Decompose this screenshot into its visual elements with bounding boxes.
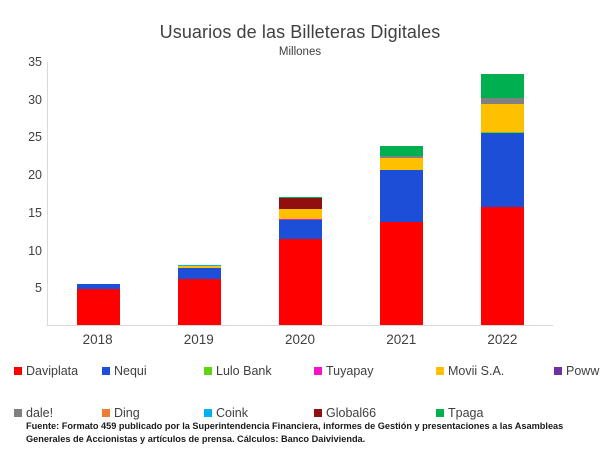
x-tick-label: 2020 <box>284 332 316 347</box>
x-tick-label: 2022 <box>487 332 518 347</box>
legend-label: Tuyapay <box>326 364 374 378</box>
legend-label: Daviplata <box>26 364 79 378</box>
bar-segment-movii-s-a[interactable] <box>279 208 322 219</box>
legend-item-ding[interactable]: Ding <box>102 406 140 420</box>
y-tick-label: 35 <box>28 55 42 69</box>
legend-swatch-icon <box>436 409 444 417</box>
bar-slot <box>149 62 250 325</box>
legend-swatch-icon <box>314 409 322 417</box>
y-tick-label: 20 <box>28 168 42 183</box>
bar-slot <box>351 62 452 325</box>
x-axis-labels: 2018 2019 2020 2021 2022 <box>47 332 553 356</box>
stacked-bar[interactable] <box>481 74 524 325</box>
bar-segment-dale[interactable] <box>380 156 423 158</box>
legend-item-tuyapay[interactable]: Tuyapay <box>314 364 373 378</box>
legend-label: Lulo Bank <box>216 364 272 378</box>
bar-segment-tpaga[interactable] <box>279 196 322 199</box>
legend-swatch-icon <box>314 367 322 375</box>
chart-subtitle: Millones <box>278 46 322 58</box>
y-tick-label: 10 <box>28 243 42 258</box>
y-axis-labels: 5 10 15 20 25 30 35 <box>0 0 42 455</box>
legend-swatch-icon <box>204 367 212 375</box>
y-tick-label: 30 <box>28 92 42 107</box>
legend-item-powwi[interactable]: Powwi <box>554 364 600 378</box>
legend-row: dale! Ding Coink Global66 Tpaga <box>14 385 589 420</box>
legend-label: Movii S.A. <box>448 364 505 378</box>
bar-segment-nequi[interactable] <box>77 283 120 289</box>
legend-label: Tpaga <box>448 406 484 420</box>
legend-item-daviplata[interactable]: Daviplata <box>14 364 78 378</box>
legend-label: Ding <box>114 406 140 420</box>
bar-segment-tuyapay[interactable] <box>279 218 322 221</box>
legend-swatch-icon <box>436 367 444 375</box>
x-tick-label: 2019 <box>183 332 214 347</box>
bar-segment-daviplata[interactable] <box>481 207 524 325</box>
chart-title: Usuarios de las Billeteras Digitales <box>159 22 441 42</box>
bar-segment-nequi[interactable] <box>279 220 322 240</box>
legend-item-nequi[interactable]: Nequi <box>102 364 147 378</box>
stacked-bar[interactable] <box>77 283 120 325</box>
stacked-bar[interactable] <box>279 196 322 325</box>
chart-footnote: Fuente: Formato 459 publicado por la Sup… <box>26 421 564 445</box>
x-tick-label: 2018 <box>82 332 113 347</box>
plot-area <box>47 62 553 326</box>
y-tick-label: 25 <box>28 130 42 145</box>
bar-segment-movii-s-a[interactable] <box>178 266 221 268</box>
bar-segment-nequi[interactable] <box>481 133 524 208</box>
legend-item-global66[interactable]: Global66 <box>314 406 376 420</box>
bar-group <box>48 62 553 325</box>
legend-item-dale[interactable]: dale! <box>14 406 53 420</box>
legend-row: Daviplata Nequi Lulo Bank Tuyapay Movii S.A.… <box>14 364 600 385</box>
bar-segment-movii-s-a[interactable] <box>481 103 524 132</box>
bar-segment-movii-s-a[interactable] <box>380 157 423 171</box>
bar-segment-daviplata[interactable] <box>380 221 423 325</box>
chart-legend: Daviplata Nequi Lulo Bank Tuyapay Movii S.A.… <box>14 364 600 420</box>
legend-label: dale! <box>26 406 54 420</box>
bar-segment-lulo-bank[interactable] <box>481 131 524 134</box>
legend-item-lulo-bank[interactable]: Lulo Bank <box>204 364 272 378</box>
bar-segment-nequi[interactable] <box>178 267 221 279</box>
bar-slot <box>48 62 149 325</box>
stacked-bar[interactable] <box>380 145 423 325</box>
legend-swatch-icon <box>554 367 562 375</box>
stacked-bar[interactable] <box>178 264 221 325</box>
legend-item-tpaga[interactable]: Tpaga <box>436 406 483 420</box>
bar-segment-nequi[interactable] <box>380 170 423 222</box>
legend-label: Global66 <box>326 406 377 420</box>
legend-label: Nequi <box>114 364 147 378</box>
legend-label: Coink <box>216 406 248 420</box>
bar-segment-tpaga[interactable] <box>380 145 423 157</box>
legend-item-coink[interactable]: Coink <box>204 406 248 420</box>
legend-swatch-icon <box>14 367 22 375</box>
bar-segment-daviplata[interactable] <box>77 288 120 325</box>
bar-slot <box>250 62 351 325</box>
bar-segment-daviplata[interactable] <box>279 239 322 325</box>
y-tick-label: 5 <box>35 281 42 296</box>
legend-label: Powwi <box>566 364 600 378</box>
legend-swatch-icon <box>102 367 110 375</box>
legend-swatch-icon <box>204 409 212 417</box>
bar-segment-coink[interactable] <box>178 264 221 267</box>
bar-segment-daviplata[interactable] <box>178 279 221 325</box>
x-tick-label: 2021 <box>386 332 417 347</box>
legend-swatch-icon <box>14 409 22 417</box>
legend-item-movii-s-a[interactable]: Movii S.A. <box>436 364 504 378</box>
bar-segment-global66[interactable] <box>279 198 322 209</box>
bar-slot <box>452 62 553 325</box>
y-tick-label: 15 <box>28 205 42 220</box>
bar-segment-dale[interactable] <box>481 98 524 104</box>
legend-swatch-icon <box>102 409 110 417</box>
bar-segment-tpaga[interactable] <box>481 74 524 99</box>
